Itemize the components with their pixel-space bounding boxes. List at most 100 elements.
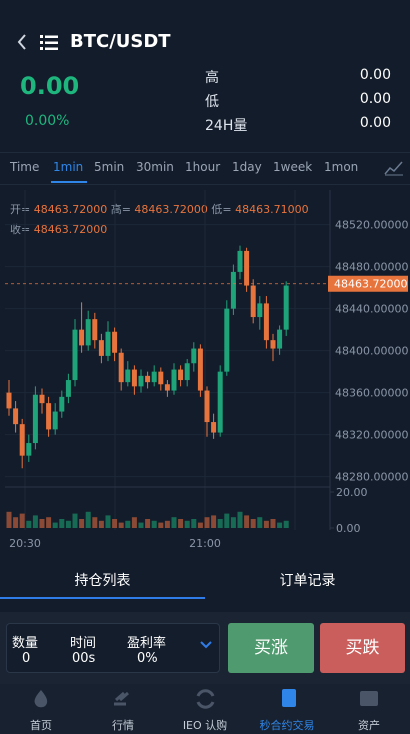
volume-bar	[65, 520, 71, 528]
nav-item[interactable]: 秒合约交易	[259, 719, 315, 732]
timeframe[interactable]: 1week	[273, 160, 313, 174]
volume-bar	[191, 519, 197, 528]
candle-body	[118, 352, 124, 383]
candle-body	[151, 371, 157, 383]
nav-item[interactable]: IEO 认购	[182, 719, 228, 732]
candle-body	[217, 371, 223, 433]
tab-bar: 持仓列表 订单记录	[0, 556, 410, 604]
stat-label: 24H量	[205, 118, 248, 134]
ohlc-line: 开= 48463.72000 高= 48463.72000 低= 48463.7…	[10, 201, 309, 217]
candle-body	[277, 329, 283, 349]
divider	[0, 184, 410, 185]
volume-bar	[224, 513, 230, 528]
candle-body	[92, 319, 98, 341]
y-tick-label: 48320.00000	[335, 429, 408, 442]
label: 低=	[211, 203, 232, 216]
candle-body	[26, 443, 32, 456]
nav-item[interactable]: 行情	[112, 719, 134, 732]
candle-body	[184, 363, 190, 381]
timeframe[interactable]: Time	[10, 160, 40, 174]
volume-bar	[125, 520, 131, 528]
field-value: 0%	[137, 651, 158, 666]
volume-bar	[250, 519, 256, 528]
timeframe[interactable]: 5min	[94, 160, 125, 174]
field-value: 00s	[72, 651, 96, 666]
candle-body	[105, 331, 111, 356]
volume-bar	[105, 515, 111, 528]
field-label: 时间	[70, 636, 97, 651]
candle-body	[52, 411, 58, 430]
candle-body	[171, 369, 177, 391]
candle-body	[32, 394, 38, 444]
volume-bar	[6, 511, 12, 528]
volume-bar	[19, 513, 25, 528]
candle-body	[98, 340, 104, 356]
candle-body	[79, 329, 85, 346]
candle-body	[257, 303, 263, 318]
candle-body	[283, 285, 289, 330]
volume-bar	[92, 517, 98, 528]
tab[interactable]: 订单记录	[279, 573, 336, 589]
nav-item[interactable]: 首页	[30, 719, 52, 732]
timeframe[interactable]: 1mon	[324, 160, 359, 174]
volume-bar	[26, 520, 32, 528]
volume-bar	[13, 517, 19, 528]
volume-bar	[257, 517, 263, 528]
candle-body	[72, 329, 78, 381]
y-tick-label: 48360.00000	[335, 387, 408, 400]
volume-bar	[230, 517, 236, 528]
field-label: 盈利率	[127, 636, 167, 651]
bottom-nav	[0, 684, 410, 734]
candle-body	[263, 303, 269, 341]
volume-bar	[277, 522, 283, 528]
volume-bar	[118, 522, 124, 528]
nav-item[interactable]: 资产	[358, 719, 380, 732]
volume-bar	[59, 519, 65, 528]
price-change: 0.00%	[25, 113, 70, 129]
timeframe[interactable]: 1day	[232, 160, 262, 174]
dropdown-icon[interactable]	[199, 640, 213, 650]
candle-body	[178, 369, 184, 381]
last-price-box	[328, 275, 408, 292]
volume-bar	[184, 520, 190, 528]
volume-bar	[197, 522, 203, 528]
volume-bar	[217, 519, 223, 528]
y-tick-label: 48400.00000	[335, 345, 408, 358]
tab-indicator	[0, 597, 205, 599]
volume-bar	[178, 519, 184, 528]
candle-body	[211, 422, 217, 433]
x-tick-label: 20:30	[9, 537, 41, 550]
timeframe[interactable]: 30min	[136, 160, 174, 174]
volume-bar	[32, 515, 38, 528]
tab[interactable]: 持仓列表	[74, 573, 131, 589]
timeframe[interactable]: 1hour	[185, 160, 221, 174]
candle-body	[112, 331, 118, 353]
volume-bar	[52, 522, 58, 528]
pair-title: BTC/USDT	[70, 31, 171, 52]
volume-bar	[112, 519, 118, 528]
buy-up-button[interactable]: 买涨	[228, 623, 314, 673]
stat-value: 0.00	[359, 91, 391, 107]
candle-body	[131, 369, 137, 387]
value: 48463.72000	[33, 203, 108, 216]
candle-body	[158, 371, 164, 385]
candle-body	[250, 285, 256, 318]
volume-bar	[138, 522, 144, 528]
v-tick-label: 0.00	[336, 522, 361, 535]
candle-body	[39, 394, 45, 404]
volume-bar	[72, 513, 78, 528]
stat-label: 低	[205, 94, 219, 110]
position-box	[6, 623, 220, 673]
candle-body	[46, 403, 52, 430]
candle-body	[230, 271, 236, 309]
volume-bar	[211, 515, 217, 528]
candle-body	[65, 380, 71, 397]
header-icons	[17, 34, 58, 50]
volume-bar	[270, 519, 276, 528]
candle-body	[191, 348, 197, 364]
candle-body	[270, 340, 276, 349]
timeframe[interactable]: 1min	[53, 160, 84, 174]
order-panel: 买涨 买跌	[0, 612, 410, 684]
buy-down-button[interactable]: 买跌	[320, 623, 405, 673]
